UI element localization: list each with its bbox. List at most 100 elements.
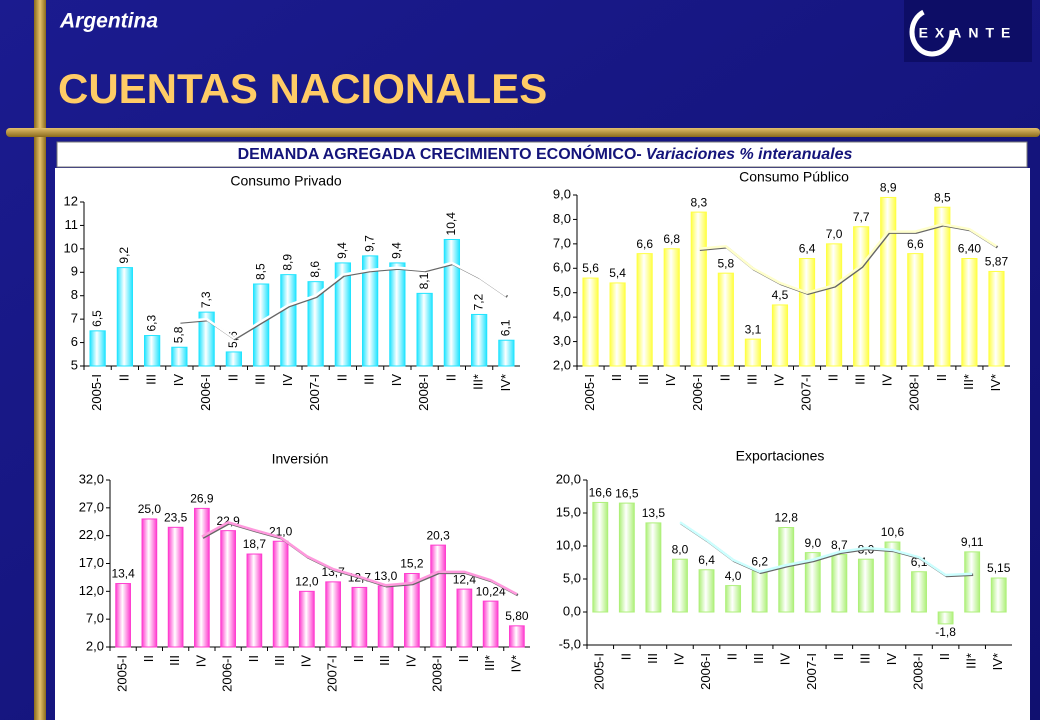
value-label: 10,24	[476, 584, 506, 598]
y-tick-label: -5,0	[559, 636, 581, 651]
x-tick-label: 2008-I	[907, 374, 922, 411]
value-label: 8,7	[831, 538, 848, 552]
bar	[857, 558, 874, 613]
y-tick-label: 6	[71, 334, 78, 349]
bar	[725, 585, 742, 613]
bar	[351, 586, 368, 648]
value-label: 5,80	[505, 609, 529, 623]
value-label: 6,6	[907, 237, 924, 251]
value-label: 13,4	[111, 567, 135, 581]
y-tick-label: 4,0	[553, 309, 571, 324]
x-tick-label: IV*	[990, 653, 1005, 670]
x-tick-label: II	[717, 374, 732, 381]
bar	[672, 558, 688, 613]
x-tick-label: III	[144, 374, 159, 385]
x-tick-label: IV	[880, 374, 895, 387]
x-tick-label: IV	[671, 653, 686, 666]
x-tick-label: II	[831, 653, 846, 660]
x-tick-label: II	[246, 655, 261, 662]
bar	[911, 571, 927, 613]
bar	[143, 335, 161, 367]
value-label: 15,2	[400, 557, 424, 571]
trend-line	[698, 223, 998, 295]
x-tick-label: II	[443, 374, 458, 381]
x-tick-label: III	[645, 653, 660, 664]
value-label: 5,15	[987, 561, 1011, 575]
bar	[961, 258, 978, 367]
value-label: 26,9	[190, 492, 214, 506]
x-tick-label: III*	[964, 653, 979, 669]
bar	[744, 338, 761, 367]
x-tick-label: II	[937, 653, 952, 660]
logo: EXANTE	[919, 25, 1018, 41]
value-label: 6,4	[698, 553, 715, 567]
value-label: 9,2	[117, 247, 131, 264]
bar	[280, 274, 297, 367]
value-label: 4,5	[772, 288, 789, 302]
y-tick-label: 3,0	[553, 333, 571, 348]
x-tick-label: 2008-I	[910, 653, 925, 690]
x-tick-label: II	[725, 653, 740, 660]
value-label: 8,0	[672, 542, 689, 556]
value-label: 13,7	[321, 565, 345, 579]
bar	[717, 272, 734, 367]
x-tick-label: II	[609, 374, 624, 381]
value-label: 6,8	[663, 232, 680, 246]
value-label: 18,7	[243, 537, 267, 551]
x-tick-label: 2007-I	[798, 374, 813, 411]
value-label: 8,3	[690, 195, 707, 209]
x-tick-label: IV	[403, 655, 418, 668]
y-tick-label: 2,0	[553, 357, 571, 372]
bar	[880, 196, 897, 367]
x-tick-label: II	[141, 655, 156, 662]
bar	[299, 590, 315, 648]
bar	[751, 570, 768, 613]
value-label: 25,0	[138, 502, 162, 516]
bar	[246, 553, 263, 648]
bar	[884, 541, 901, 613]
x-tick-label: III	[857, 653, 872, 664]
bar	[831, 554, 848, 613]
value-label: 6,40	[958, 242, 982, 256]
x-tick-label: II	[225, 374, 240, 381]
region: Argentina	[59, 10, 158, 33]
x-tick-label: IV*	[508, 655, 523, 672]
chart-title: Consumo Privado	[230, 173, 341, 189]
bar	[334, 262, 352, 367]
x-tick-label: III	[751, 653, 766, 664]
value-label: 9,11	[961, 535, 984, 549]
bar	[618, 502, 635, 613]
value-label: 10,4	[444, 212, 458, 236]
x-tick-label: II	[618, 653, 633, 660]
chart-title: Exportaciones	[736, 448, 825, 464]
x-tick-label: III	[377, 655, 392, 666]
value-label: 7,7	[853, 210, 870, 224]
y-tick-label: 2,0	[86, 638, 104, 653]
bar	[482, 600, 499, 648]
x-tick-label: 2005-I	[592, 653, 607, 690]
y-tick-label: 0,0	[563, 603, 581, 618]
y-tick-label: 5,0	[553, 284, 571, 299]
chart-title: Inversión	[272, 451, 329, 467]
subtitle-box	[56, 141, 1028, 168]
x-tick-label: IV	[389, 374, 404, 387]
x-tick-label: 2007-I	[804, 653, 819, 690]
bar	[430, 544, 446, 648]
y-tick-label: 6,0	[553, 260, 571, 275]
bar	[937, 611, 954, 625]
y-tick-label: 8,0	[553, 211, 571, 226]
x-tick-label: IV	[771, 374, 786, 387]
x-tick-label: III	[362, 374, 377, 385]
value-label: 10,6	[881, 525, 905, 539]
value-label: 6,1	[499, 319, 513, 336]
value-label: 6,6	[636, 237, 653, 251]
value-label: 8,6	[308, 261, 322, 278]
y-tick-label: 7	[71, 311, 78, 326]
y-tick-label: 12	[64, 193, 78, 208]
x-tick-label: II	[334, 374, 349, 381]
x-tick-label: II	[456, 655, 471, 662]
value-label: 9,4	[390, 242, 404, 259]
y-tick-label: 20,0	[556, 471, 581, 486]
x-tick-label: IV	[884, 653, 899, 666]
x-tick-label: III	[636, 374, 651, 385]
